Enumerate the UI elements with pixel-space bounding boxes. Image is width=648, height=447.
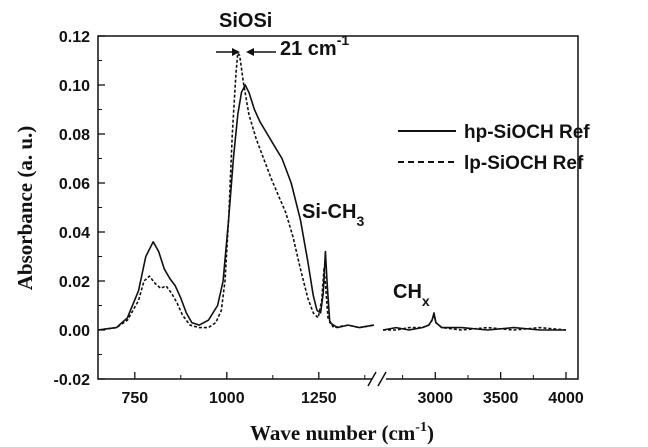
annotation-siosi: SiOSi xyxy=(219,10,272,32)
legend: hp-SiOCH Ref lp-SiOCH Ref xyxy=(398,122,590,174)
y-tick-label: -0.02 xyxy=(54,372,91,389)
axis-break-gap xyxy=(372,373,386,385)
series-layer xyxy=(97,52,567,331)
axis-break-slash xyxy=(377,371,387,387)
y-tick-label: 0.04 xyxy=(59,225,90,242)
annotation-shift: 21 cm-1 xyxy=(280,32,349,60)
axis-break-slash xyxy=(367,371,377,387)
legend-label-hp: hp-SiOCH Ref xyxy=(464,122,590,143)
x-axis-title-end: ) xyxy=(427,421,434,445)
annotation-shift-sup: -1 xyxy=(337,32,350,48)
y-tick-label: 0.12 xyxy=(59,29,90,46)
x-tick-label: 1250 xyxy=(301,390,337,407)
x-tick-labels: 750 1000 1250 3000 3500 4000 xyxy=(121,390,583,407)
annotation-chx-main: CH xyxy=(393,281,422,303)
plot-frame xyxy=(97,35,579,380)
y-tick-label: 0.08 xyxy=(59,127,90,144)
annotation-chx: CHx xyxy=(393,281,430,309)
x-tick-label: 750 xyxy=(121,390,148,407)
series-line-lp xyxy=(383,314,567,331)
y-tick-label: 0.02 xyxy=(59,274,90,291)
y-tick-label: 0.00 xyxy=(59,323,90,340)
y-tick-labels: -0.02 0.00 0.02 0.04 0.06 0.08 0.10 0.12 xyxy=(54,29,91,389)
annotation-sich3-main: Si-CH xyxy=(302,201,356,223)
series-line-hp xyxy=(97,84,375,331)
annotation-shift-main: 21 cm xyxy=(280,38,337,60)
x-tick-label: 3000 xyxy=(417,390,453,407)
annotation-sich3: Si-CH3 xyxy=(302,201,364,229)
legend-label-lp: lp-SiOCH Ref xyxy=(464,153,584,174)
x-axis-title: Wave number (cm-1) xyxy=(250,420,434,445)
annotation-chx-sub: x xyxy=(422,293,430,309)
x-tick-label: 1000 xyxy=(209,390,245,407)
y-tick-label: 0.06 xyxy=(59,176,90,193)
y-axis-title: Absorbance (a. u.) xyxy=(13,126,37,291)
shift-arrows xyxy=(216,48,276,56)
x-axis-title-sup: -1 xyxy=(415,420,427,435)
y-tick-label: 0.10 xyxy=(59,78,90,95)
annotation-sich3-sub: 3 xyxy=(356,213,364,229)
x-tick-label: 4000 xyxy=(548,390,584,407)
axis-break-marker xyxy=(367,371,387,387)
x-axis-title-main: Wave number (cm xyxy=(250,421,416,445)
x-tick-label: 3500 xyxy=(483,390,519,407)
series-line-lp xyxy=(97,52,375,331)
